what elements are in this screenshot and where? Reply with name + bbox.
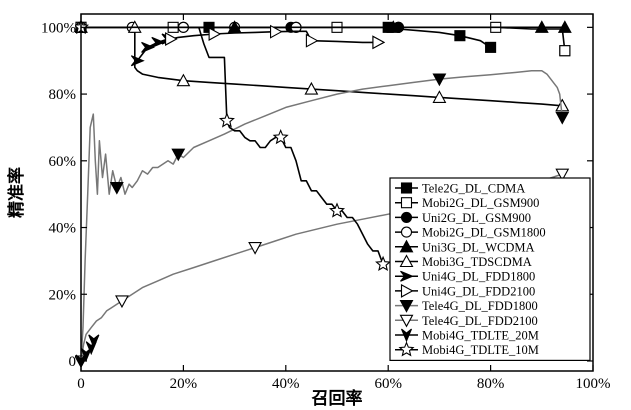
x-tick-label: 60% [374,376,402,392]
legend-marker [400,328,413,343]
plot-frame [80,13,594,372]
series-mobi4g-tdlte-20m [75,334,100,369]
legend-entry-mobi3g-tdscdma: Mobi3G_TDSCDMA [395,254,532,269]
x-axis-title: 召回率 [312,388,363,408]
series-mobi3g-tdscdma [127,20,570,112]
data-point-tele4g-dl-fdd1800 [432,73,447,87]
data-point-uni3g-dl-wcdma [557,20,572,33]
data-point-tele2g-dl-cdma [485,41,497,53]
legend-marker [398,341,415,357]
legend-entry-uni2g-dl-gsm900: Uni2G_DL_GSM900 [395,211,531,225]
data-point-uni4g-dl-fdd2100 [165,32,178,46]
legend-entry-uni3g-dl-wcdma: Uni3G_DL_WCDMA [395,239,535,254]
data-point-uni4g-dl-fdd1800 [151,36,166,48]
legend-entry-mobi4g-tdlte-10m: Mobi4G_TDLTE_10M [395,341,539,357]
legend-entry-uni4g-dl-fdd2100: Uni4G_DL_FDD2100 [395,283,535,298]
data-point-uni4g-dl-fdd2100 [305,33,319,48]
data-point-tele4g-dl-fdd1800 [109,181,124,195]
data-point-mobi2g-dl-gsm900 [559,45,571,57]
data-point-uni4g-dl-fdd2100 [208,27,222,41]
y-tick-label: 80% [49,87,77,103]
legend: Tele2G_DL_CDMAMobi2G_DL_GSM900Uni2G_DL_G… [389,177,591,361]
data-point-uni4g-dl-fdd2100 [372,35,386,50]
legend-marker [399,239,414,253]
legend-entry-tele4g-dl-fdd1800: Tele4G_DL_FDD1800 [395,299,538,313]
axes-layer: 0 20% 40% 60% 80% 100% 0 20% 40% 60% 80% 100% [41,13,611,392]
legend-entry-tele4g-dl-fdd2100: Tele4G_DL_FDD2100 [395,314,538,328]
x-tick-label: 20% [170,376,198,392]
legend-entry-tele2g-dl-cdma: Tele2G_DL_CDMA [395,182,525,196]
data-point-mobi4g-tdlte-20m [88,334,100,349]
legend-label: Mobi4G_TDLTE_10M [422,343,539,357]
legend-entry-uni4g-dl-fdd1800: Uni4G_DL_FDD1800 [395,270,535,284]
legend-entry-mobi4g-tdlte-20m: Mobi4G_TDLTE_20M [395,329,539,343]
data-point-uni4g-dl-fdd2100 [270,24,283,39]
data-point-tele4g-dl-fdd2100 [248,242,263,255]
legend-label: Uni4G_DL_FDD1800 [422,270,535,284]
data-point-uni4g-dl-fdd1800 [141,41,155,53]
x-tick-label: 80% [477,376,505,392]
legend-label: Uni2G_DL_GSM900 [422,211,531,225]
y-tick-label: 40% [49,221,77,237]
data-point-uni3g-dl-wcdma [386,20,401,33]
legend-marker [400,197,413,209]
series-mobi4g-tdlte-10m [75,18,392,272]
legend-label: Tele4G_DL_FDD2100 [422,314,538,328]
y-tick-label: 60% [49,154,77,170]
series-line-tele2g-dl-cdma [81,26,492,49]
data-point-mobi4g-tdlte-10m [375,255,392,272]
y-tick-label: 100% [41,20,76,36]
x-tick-label: 40% [272,376,300,392]
x-tick-label: 100% [576,376,611,392]
legend-marker [400,182,413,194]
data-point-mobi4g-tdlte-10m [328,202,346,218]
legend-marker [399,314,414,328]
legend-label: Uni3G_DL_WCDMA [422,240,535,254]
data-point-mobi3g-tdscdma [304,81,319,95]
legend-marker [400,283,414,298]
legend-marker [399,300,414,313]
legend-label: Mobi2G_DL_GSM1800 [422,226,546,240]
x-tick-label: 0 [77,376,85,392]
data-point-mobi3g-tdscdma [432,90,447,103]
data-point-tele4g-dl-fdd1800 [555,111,570,125]
legend-marker [399,254,414,268]
data-point-mobi4g-tdlte-10m [272,129,289,145]
legend-label: Mobi2G_DL_GSM900 [422,196,539,210]
data-point-tele2g-dl-cdma [454,30,466,42]
data-point-tele4g-dl-fdd2100 [115,295,129,309]
data-point-uni3g-dl-wcdma [534,20,549,33]
y-axis-title: 精准率 [6,167,26,218]
legend-label: Uni4G_DL_FDD2100 [422,284,535,298]
legend-entry-mobi2g-dl-gsm900: Mobi2G_DL_GSM900 [395,196,539,210]
legend-box [389,177,591,361]
data-point-mobi3g-tdscdma [176,73,191,87]
y-tick-label: 0 [69,354,77,370]
series-line-uni4g-dl-fdd1800 [136,38,169,62]
series-line-mobi3g-tdscdma [134,27,563,107]
y-tick-label: 20% [49,287,77,303]
data-point-tele4g-dl-fdd1800 [171,148,186,162]
legend-marker [400,270,414,282]
data-point-uni4g-dl-fdd1800 [130,55,145,67]
series-uni4g-dl-fdd2100 [165,24,386,50]
legend-label: Mobi3G_TDSCDMA [422,255,532,269]
legend-entry-mobi2g-dl-gsm1800: Mobi2G_DL_GSM1800 [395,226,546,240]
legend-label: Mobi4G_TDLTE_20M [422,329,539,343]
series-line-mobi4g-tdlte-10m [81,26,384,265]
series-line-tele4g-dl-fdd1800 [80,69,564,362]
legend-label: Tele4G_DL_FDD1800 [422,299,538,313]
legend-label: Tele2G_DL_CDMA [422,182,525,196]
data-point-tele4g-dl-fdd2100 [555,168,570,182]
legend-marker [400,211,413,223]
data-point-mobi4g-tdlte-10m [218,112,235,128]
legend-marker [400,226,413,238]
